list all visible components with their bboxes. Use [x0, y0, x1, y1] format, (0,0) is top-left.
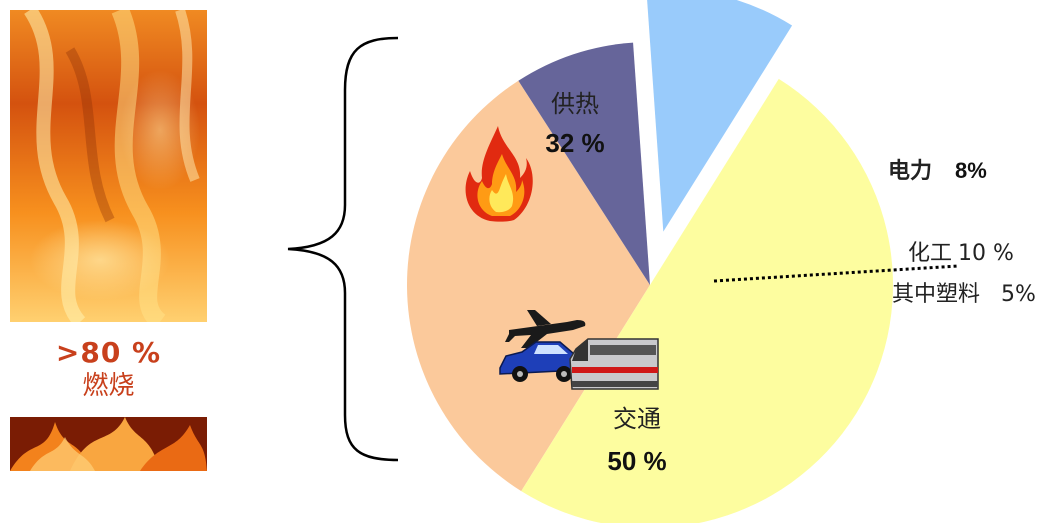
car-icon: [499, 341, 581, 382]
slice-chemical: [647, 0, 793, 232]
slice-power: [518, 42, 650, 285]
curly-brace: [287, 36, 399, 462]
pie-slices: [406, 0, 893, 523]
combustion-percent: >80 %: [55, 336, 162, 369]
label-plastic: 其中塑料: [892, 282, 980, 307]
value-heating: 32 %: [545, 128, 604, 158]
value-plastic: 5%: [1001, 282, 1036, 307]
slice-labels: 供热 32 % 电力 8% 化工 10 % 其中塑料 5% 交通 50 %: [545, 90, 1036, 476]
label-power: 电力: [888, 159, 932, 184]
fire-icon: [465, 126, 533, 222]
combustion-text: 燃烧: [82, 371, 135, 401]
label-transport: 交通: [613, 405, 661, 433]
value-transport: 50 %: [607, 446, 666, 476]
label-chemical: 化工: [908, 241, 952, 266]
slice-transport: [521, 78, 893, 523]
value-power: 8%: [955, 158, 987, 183]
airplane-icon: [505, 310, 586, 348]
combustion-label: >80 % 燃烧: [10, 336, 207, 402]
fire-image-bottom: [10, 417, 207, 471]
label-heating: 供热: [551, 90, 599, 118]
train-icon: [569, 338, 659, 390]
plastic-divider: [713, 264, 959, 283]
value-chemical: 10 %: [958, 241, 1014, 266]
fire-image-top: [10, 10, 207, 322]
